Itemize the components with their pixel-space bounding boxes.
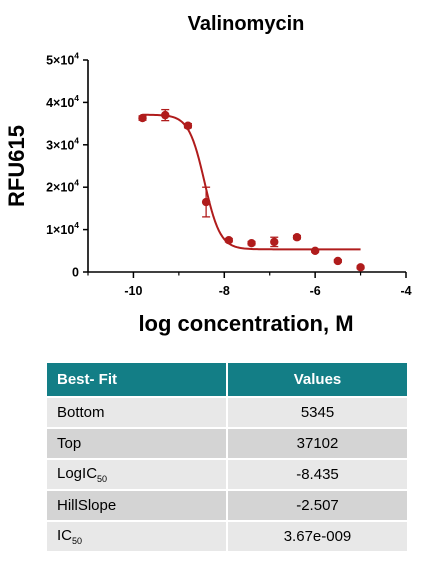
y-axis-label: RFU615 [4,125,29,207]
table-row: IC50 3.67e-009 [47,520,407,551]
plot-area: 0 1×104 2×104 3×104 4×104 5×104 -10 -8 -6 -4 [46,51,411,299]
param-subscript: 50 [97,474,108,484]
data-point [138,113,147,123]
x-axis-label: log concentration, M [138,311,353,336]
param-value: 5345 [226,396,407,428]
data-point [333,256,343,266]
table-header-row: Best- Fit Values [47,363,407,397]
x-tick-label: -4 [400,284,411,298]
y-tick-label: 5×104 [46,51,79,68]
x-tick-label: -6 [310,284,321,298]
table-row: HillSlope -2.507 [47,489,407,521]
fit-curve [142,113,361,251]
param-value: 37102 [226,427,407,459]
y-tick-label: 3×104 [46,135,79,152]
y-tick-label: 1×104 [46,220,79,237]
x-tick-label: -8 [219,284,230,298]
param-label: LogIC50 [47,458,227,490]
dose-response-chart: Valinomycin 0 1×104 2×104 3×104 4×104 5×104 -1… [4,13,412,336]
data-point [161,110,170,120]
data-point [224,236,234,245]
param-value: -8.435 [226,458,407,490]
param-value: -2.507 [226,489,407,521]
param-subscript: 50 [72,536,83,546]
param-label: HillSlope [47,489,227,521]
header-values: Values [226,363,407,397]
y-tick-label: 4×104 [46,93,79,110]
header-best-fit: Best- Fit [47,363,227,397]
data-point [183,121,193,130]
param-value: 3.67e-009 [226,520,407,551]
table-row: Bottom 5345 [47,396,407,428]
y-tick-label: 0 [72,266,79,280]
table-row: Top 37102 [47,427,407,459]
y-tick-label: 2×104 [46,178,79,195]
data-point [247,238,256,248]
data-point [201,197,211,207]
param-label: Top [47,427,227,459]
x-tick-label: -10 [124,284,142,298]
data-point [310,246,320,255]
param-label: Bottom [47,396,227,428]
data-point [270,237,279,247]
table-row: LogIC50 -8.435 [47,458,407,490]
chart-title: Valinomycin [188,13,305,35]
data-point [292,233,302,242]
data-point [356,263,365,272]
param-label: IC50 [47,520,227,551]
best-fit-table: Best- Fit Values Bottom 5345 Top 37102 LogIC… [47,363,407,551]
